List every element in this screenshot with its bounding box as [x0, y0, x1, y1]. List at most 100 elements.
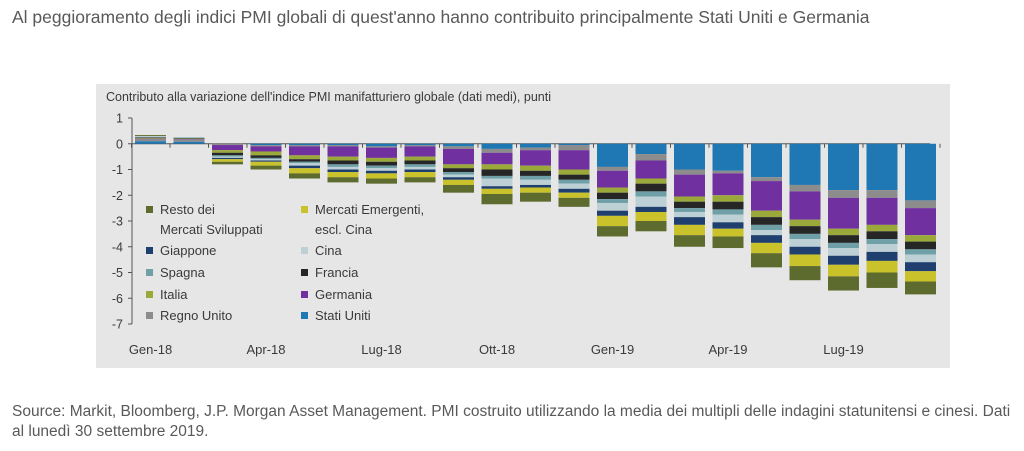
- bar-segment-giappone: [828, 255, 859, 265]
- bar-segment-mercati-emergenti-escl-cina: [558, 192, 590, 198]
- bar-segment-italia: [289, 155, 320, 160]
- bar-segment-spagna: [289, 161, 320, 164]
- x-tick-label: Lug-19: [823, 342, 863, 357]
- bar-segment-italia: [327, 156, 359, 161]
- chart-panel: Contributo alla variazione dell'indice P…: [96, 84, 950, 368]
- bar-segment-italia: [635, 178, 667, 184]
- bar-segment-giappone: [558, 188, 590, 193]
- bar-segment-mercati-emergenti-escl-cina: [905, 271, 936, 282]
- bar-segment-germania: [481, 152, 513, 165]
- bar-segment-germania: [635, 160, 667, 179]
- bar-segment-germania: [712, 173, 744, 196]
- bar-segment-germania: [597, 170, 628, 188]
- bar-segment-italia: [558, 169, 590, 175]
- bar-segment-mercati-emergenti-escl-cina: [597, 215, 628, 227]
- bar-segment-stati-uniti: [481, 143, 513, 149]
- bar-segment-stati-uniti: [443, 143, 474, 147]
- bar-segment-francia: [443, 168, 474, 173]
- bar-segment-mercati-emergenti-escl-cina: [712, 228, 744, 237]
- bar-segment-francia: [212, 152, 243, 156]
- legend-label: Germania: [315, 287, 373, 302]
- bar-segment-resto-dei-mercati-sviluppati: [366, 178, 397, 184]
- bar-segment-italia: [789, 219, 821, 227]
- bar-segment-mercati-emergenti-escl-cina: [404, 172, 436, 178]
- bar-segment-regno-unito: [635, 154, 667, 161]
- bar-segment-regno-unito: [481, 148, 513, 153]
- bar-segment-spagna: [481, 175, 513, 179]
- legend-swatch: [301, 312, 308, 319]
- bar-segment-germania: [404, 146, 436, 157]
- y-tick-label: 0: [116, 137, 123, 151]
- bar-segment-francia: [635, 183, 667, 192]
- bar-segment-cina: [712, 214, 744, 223]
- bar-segment-stati-uniti: [289, 143, 320, 146]
- bar-segment-resto-dei-mercati-sviluppati: [674, 235, 705, 247]
- bar-segment-giappone: [712, 222, 744, 229]
- bar-segment-spagna: [828, 242, 859, 249]
- bar-segment-giappone: [481, 186, 513, 189]
- bar-segment-italia: [905, 235, 936, 242]
- bar-segment-resto-dei-mercati-sviluppati: [866, 272, 898, 288]
- bar-segment-francia: [481, 169, 513, 176]
- bar-segment-germania: [366, 147, 397, 158]
- bar-segment-spagna: [404, 164, 436, 167]
- bar-segment-giappone: [520, 184, 551, 188]
- bar-segment-cina: [327, 166, 359, 170]
- bar-segment-resto-dei-mercati-sviluppati: [905, 281, 936, 295]
- bar-segment-stati-uniti: [597, 143, 628, 167]
- y-tick-label: -6: [112, 292, 123, 306]
- y-tick-label: -5: [112, 266, 123, 280]
- bar-segment-resto-dei-mercati-sviluppati: [289, 173, 320, 179]
- bar-segment-germania: [135, 138, 166, 140]
- bar-segment-francia: [173, 138, 205, 139]
- bar-segment-giappone: [789, 246, 821, 255]
- bar-segment-stati-uniti: [751, 143, 782, 178]
- legend-label: Cina: [315, 243, 343, 258]
- bar-segment-germania: [558, 150, 590, 170]
- bar-segment-germania: [443, 148, 474, 165]
- bar-segment-mercati-emergenti-escl-cina: [212, 159, 243, 162]
- y-tick-label: -3: [112, 215, 123, 229]
- bar-segment-resto-dei-mercati-sviluppati: [135, 134, 166, 136]
- y-tick-label: -7: [112, 318, 123, 332]
- bar-segment-regno-unito: [212, 143, 243, 146]
- legend-label: Resto dei: [160, 202, 215, 217]
- bar-segment-resto-dei-mercati-sviluppati: [789, 266, 821, 281]
- bar-segment-giappone: [751, 235, 782, 243]
- bar-segment-francia: [828, 235, 859, 243]
- bar-segment-regno-unito: [366, 146, 397, 148]
- page-headline: Al peggioramento degli indici PMI global…: [12, 7, 870, 27]
- x-tick-label: Ott-18: [479, 342, 515, 357]
- bar-segment-cina: [135, 136, 166, 137]
- bar-segment-resto-dei-mercati-sviluppati: [520, 192, 551, 202]
- bar-segment-germania: [905, 208, 936, 236]
- bar-segment-italia: [173, 138, 205, 140]
- bar-segment-stati-uniti: [558, 143, 590, 146]
- bar-segment-italia: [481, 164, 513, 170]
- bar-segment-francia: [674, 201, 705, 209]
- bar-segment-regno-unito: [558, 145, 590, 151]
- bar-segment-italia: [520, 165, 551, 171]
- bar-segment-francia: [866, 231, 898, 240]
- bar-segment-germania: [173, 139, 205, 140]
- bar-segment-italia: [751, 210, 782, 218]
- bar-segment-cina: [866, 244, 898, 252]
- bar-segment-regno-unito: [443, 146, 474, 149]
- bars-layer: [135, 134, 936, 295]
- bar-segment-spagna: [250, 157, 282, 160]
- legend-label: escl. Cina: [315, 222, 373, 237]
- bar-segment-cina: [481, 178, 513, 187]
- bar-segment-francia: [366, 161, 397, 166]
- bar-segment-spagna: [327, 164, 359, 167]
- bar-segment-spagna: [558, 179, 590, 184]
- bar-segment-giappone: [597, 210, 628, 216]
- bar-segment-spagna: [520, 175, 551, 180]
- bar-segment-cina: [289, 163, 320, 166]
- legend-swatch: [301, 291, 308, 298]
- bar-segment-stati-uniti: [674, 143, 705, 170]
- bar-segment-francia: [905, 241, 936, 250]
- bar-segment-francia: [327, 160, 359, 165]
- bar-segment-stati-uniti: [635, 143, 667, 155]
- bar-segment-regno-unito: [327, 145, 359, 147]
- bar-segment-stati-uniti: [520, 143, 551, 148]
